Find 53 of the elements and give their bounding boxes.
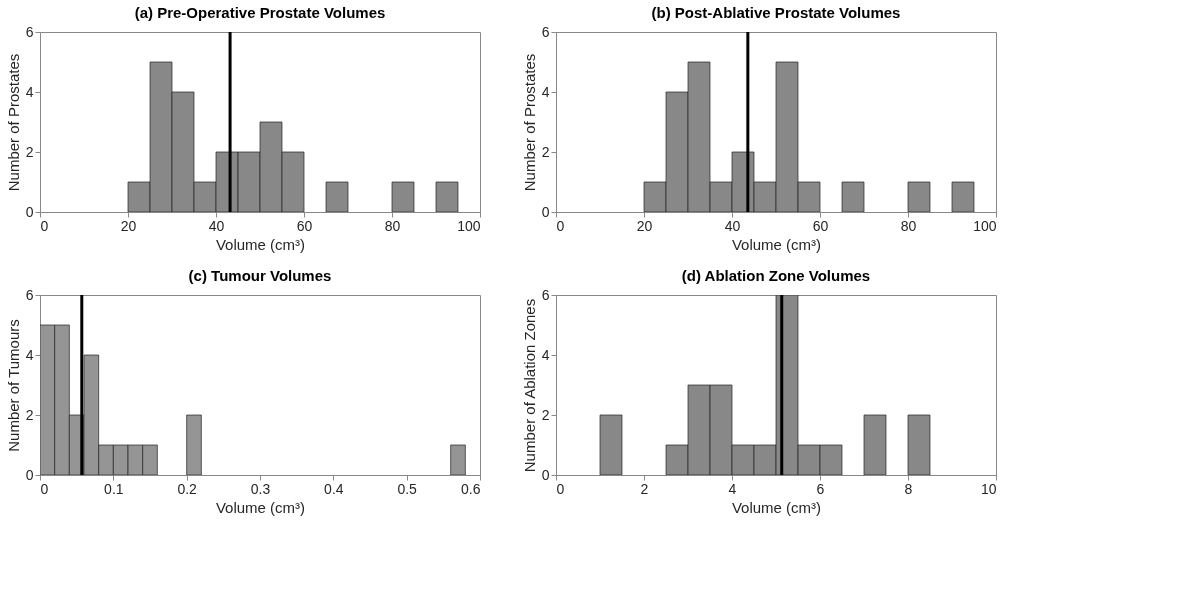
x-tick-label: 0 [40, 480, 49, 497]
x-tick-label: 20 [636, 217, 653, 234]
x-tick-label: 0.3 [250, 480, 271, 497]
y-tick-label: 6 [541, 23, 550, 40]
y-tick-label: 0 [25, 466, 34, 483]
x-tick-label: 6 [816, 480, 825, 497]
x-tick-label: 0.2 [177, 480, 198, 497]
x-tick-label: 60 [296, 217, 313, 234]
chart-title: (b) Post-Ablative Prostate Volumes [651, 4, 901, 21]
x-tick-label: 60 [812, 217, 829, 234]
y-tick-label: 2 [541, 406, 550, 423]
y-tick-label: 4 [25, 83, 34, 100]
x-tick-label: 2 [640, 480, 649, 497]
x-tick-label: 100 [973, 217, 997, 234]
y-tick-label: 2 [541, 143, 550, 160]
chart-title: (d) Ablation Zone Volumes [681, 267, 871, 284]
y-tick-label: 4 [25, 346, 34, 363]
y-tick-label: 0 [541, 466, 550, 483]
y-tick-label: 2 [25, 406, 34, 423]
x-axis-title: Volume (cm³) [215, 235, 306, 253]
chart-title: (c) Tumour Volumes [188, 267, 332, 284]
x-tick-label: 0.5 [397, 480, 418, 497]
x-tick-label: 10 [980, 480, 997, 497]
x-tick-label: 0 [556, 217, 565, 234]
y-tick-label: 0 [25, 203, 34, 220]
x-axis-title: Volume (cm³) [731, 498, 822, 516]
x-tick-label: 0.6 [461, 480, 481, 497]
x-tick-label: 0 [40, 217, 49, 234]
x-tick-label: 0 [556, 480, 565, 497]
y-axis-title: Number of Ablation Zones [520, 298, 538, 473]
y-axis-title: Number of Tumours [4, 319, 22, 452]
y-tick-label: 4 [541, 346, 550, 363]
x-tick-label: 8 [904, 480, 913, 497]
x-tick-label: 0.1 [104, 480, 124, 497]
x-axis-title: Volume (cm³) [215, 498, 306, 516]
y-axis-title: Number of Prostates [520, 53, 538, 192]
x-tick-label: 4 [728, 480, 737, 497]
x-tick-label: 40 [724, 217, 741, 234]
x-tick-label: 80 [900, 217, 917, 234]
x-tick-label: 80 [384, 217, 401, 234]
x-axis-title: Volume (cm³) [731, 235, 822, 253]
y-tick-label: 4 [541, 83, 550, 100]
y-tick-label: 6 [25, 23, 34, 40]
x-tick-label: 0.4 [324, 480, 344, 497]
chart-title: (a) Pre-Operative Prostate Volumes [134, 4, 386, 21]
y-tick-label: 6 [25, 286, 34, 303]
y-tick-label: 6 [541, 286, 550, 303]
x-tick-label: 100 [457, 217, 481, 234]
y-axis-title: Number of Prostates [4, 53, 22, 192]
x-tick-label: 40 [208, 217, 225, 234]
y-tick-label: 2 [25, 143, 34, 160]
y-tick-label: 0 [541, 203, 550, 220]
x-tick-label: 20 [120, 217, 137, 234]
